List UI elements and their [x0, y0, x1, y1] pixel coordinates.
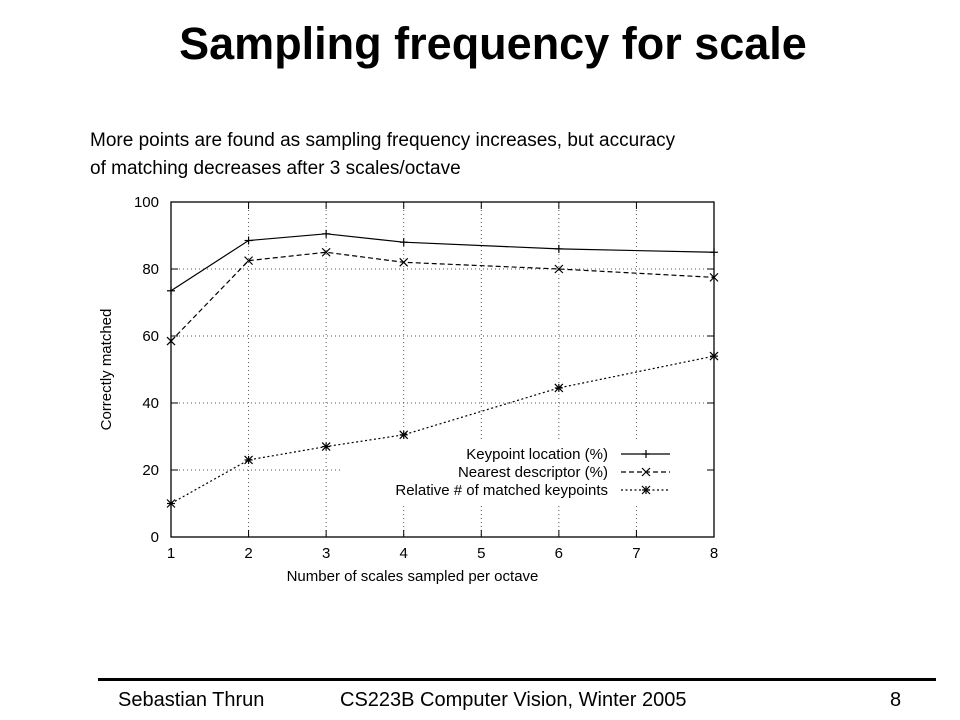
x-tick-label: 3	[322, 545, 330, 562]
legend-label: Keypoint location (%)	[466, 446, 608, 463]
data-point-series-1	[322, 229, 331, 238]
data-point-series-1	[554, 244, 563, 253]
data-point-series-1	[244, 236, 253, 245]
x-tick-label: 2	[244, 545, 252, 562]
data-point-series-1	[710, 248, 718, 257]
legend-background	[342, 440, 712, 504]
x-axis-label: Number of scales sampled per octave	[287, 568, 539, 585]
legend-marker	[642, 450, 650, 458]
data-point-series-2	[709, 272, 719, 282]
data-point-series-2	[244, 256, 253, 266]
y-tick-label: 20	[142, 462, 159, 479]
data-point-series-3	[709, 351, 719, 361]
data-point-series-3	[399, 430, 409, 440]
slide-caption: More points are found as sampling freque…	[90, 127, 850, 183]
data-point-series-2	[554, 264, 564, 274]
y-tick-label: 0	[151, 529, 159, 546]
data-point-series-3	[166, 499, 176, 508]
caption-line: of matching decreases after 3 scales/oct…	[90, 158, 461, 179]
x-tick-label: 4	[400, 545, 408, 562]
series-line-1	[170, 233, 715, 292]
legend-marker	[641, 467, 651, 477]
data-point-series-2	[321, 247, 331, 257]
data-point-series-2	[166, 336, 176, 346]
data-point-series-1	[399, 238, 408, 247]
footer-course: CS223B Computer Vision, Winter 2005	[340, 689, 687, 711]
plot-frame	[170, 201, 715, 538]
y-tick-label: 80	[142, 261, 159, 278]
caption-line: More points are found as sampling freque…	[90, 130, 676, 151]
y-tick-label: 40	[142, 395, 159, 412]
legend-label: Nearest descriptor (%)	[458, 464, 608, 481]
series-line-2	[170, 251, 715, 342]
y-axis-label: Correctly matched	[98, 309, 115, 431]
legend-marker	[641, 485, 651, 495]
legend-label: Relative # of matched keypoints	[395, 482, 608, 499]
slide-title: Sampling frequency for scale	[179, 18, 807, 69]
data-point-series-3	[321, 442, 331, 451]
x-tick-label: 5	[477, 545, 485, 562]
y-tick-label: 100	[134, 194, 159, 211]
data-point-series-3	[554, 383, 564, 393]
data-point-series-2	[399, 257, 409, 267]
x-tick-label: 8	[710, 545, 718, 562]
y-tick-label: 60	[142, 328, 159, 345]
data-point-series-1	[167, 286, 175, 295]
footer-author: Sebastian Thrun	[118, 689, 265, 711]
x-tick-label: 1	[167, 545, 175, 562]
x-tick-label: 6	[555, 545, 563, 562]
footer-divider	[98, 678, 936, 681]
data-point-series-3	[244, 455, 253, 465]
page-number: 8	[890, 689, 902, 711]
x-tick-label: 7	[632, 545, 640, 562]
